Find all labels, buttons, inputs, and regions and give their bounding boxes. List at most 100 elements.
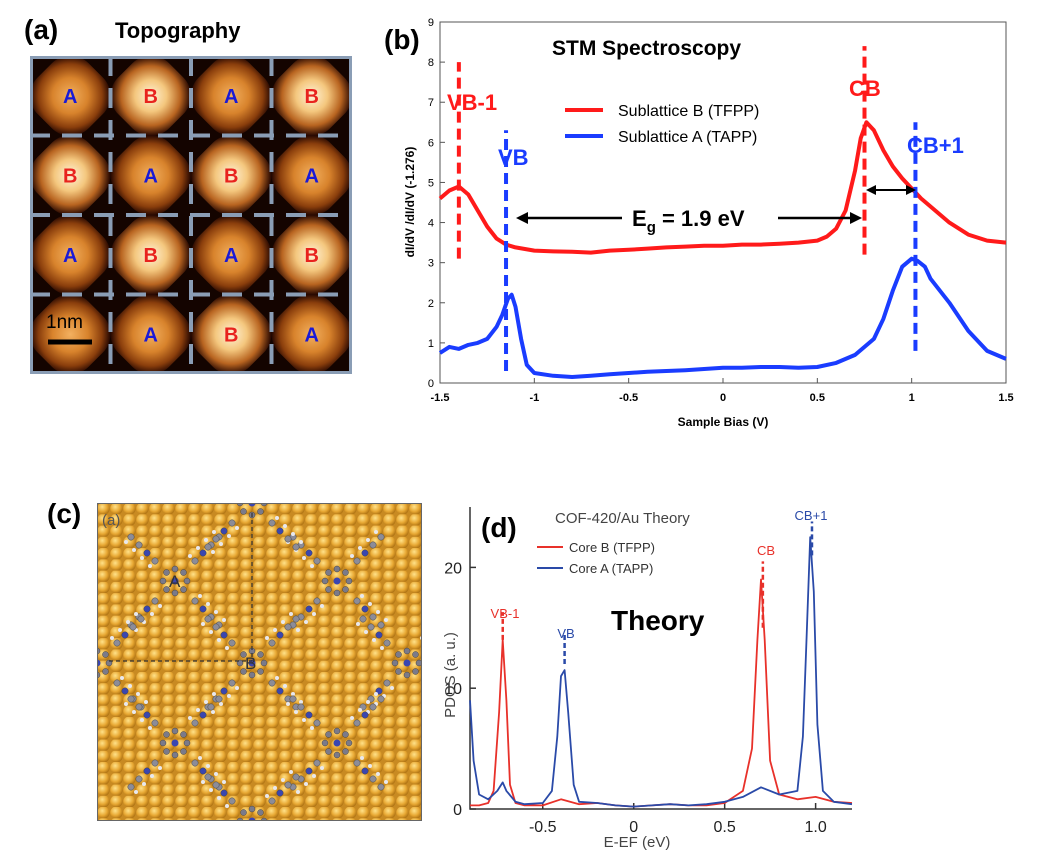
site-a-label: A bbox=[169, 572, 181, 591]
sublattice-a-label: A bbox=[63, 245, 77, 267]
band-gap-label: Eg = 1.9 eV bbox=[632, 206, 745, 236]
molecule-blob bbox=[30, 135, 111, 216]
topography-image: A B A B B A B A A B A B A B A 1nm bbox=[30, 56, 352, 374]
porphyrin-molecule bbox=[286, 530, 388, 632]
x-tick-label: 0.5 bbox=[714, 819, 736, 836]
x-tick-label: 1 bbox=[909, 392, 915, 404]
chart-b-frame bbox=[439, 21, 1007, 384]
y-tick-label: 20 bbox=[444, 560, 462, 577]
y-tick-label: 5 bbox=[428, 177, 434, 189]
porphyrin-molecule bbox=[124, 692, 226, 794]
chart-d-xlabel: E-EF (eV) bbox=[604, 834, 671, 851]
x-tick-label: 1.0 bbox=[804, 819, 826, 836]
scale-bar-label: 1nm bbox=[46, 312, 83, 333]
y-tick-label: 1 bbox=[428, 338, 434, 350]
legend-label: Sublattice A (TAPP) bbox=[618, 129, 757, 146]
gap-arrowhead-right bbox=[850, 212, 862, 224]
y-tick-label: 6 bbox=[428, 137, 434, 149]
x-tick-label: -1 bbox=[529, 392, 539, 404]
porphyrin-molecule bbox=[356, 615, 422, 714]
sublattice-b-label: B bbox=[224, 324, 238, 346]
atomic-model-image: (a) A B bbox=[97, 503, 422, 821]
vb1-annotation: VB-1 bbox=[447, 90, 497, 115]
molecule-blob bbox=[30, 56, 111, 136]
sublattice-a-label: A bbox=[224, 86, 238, 108]
panel-c-inner-label: (a) bbox=[102, 512, 120, 529]
molecule-blob bbox=[110, 294, 191, 374]
y-tick-label: 0 bbox=[453, 802, 462, 819]
chart-d-axes bbox=[469, 507, 852, 810]
series-line-core-a bbox=[469, 536, 853, 808]
molecule-blob bbox=[110, 56, 191, 136]
x-tick-label: 1.5 bbox=[998, 392, 1013, 404]
y-tick-label: 10 bbox=[444, 681, 462, 698]
legend-label: Core A (TAPP) bbox=[569, 561, 653, 576]
topography-frame bbox=[30, 56, 352, 374]
molecule-blob bbox=[30, 294, 111, 374]
y-tick-label: 3 bbox=[428, 258, 434, 270]
sublattice-a-label: A bbox=[144, 165, 158, 187]
y-tick-label: 7 bbox=[428, 97, 434, 109]
molecule-blob bbox=[271, 56, 352, 136]
y-tick-label: 4 bbox=[428, 218, 434, 230]
vb-annotation: VB bbox=[498, 145, 529, 170]
panel-a-title: Topography bbox=[115, 18, 241, 43]
panel-c-label: (c) bbox=[47, 498, 82, 529]
porphyrin-molecule bbox=[286, 692, 388, 794]
sublattice-a-label: A bbox=[305, 165, 319, 187]
model-frame bbox=[97, 503, 422, 821]
molecule-blob bbox=[110, 135, 191, 216]
sublattice-a-label: A bbox=[224, 245, 238, 267]
x-tick-label: 0 bbox=[720, 392, 726, 404]
chart-b-xlabel: Sample Bias (V) bbox=[678, 415, 769, 429]
molecule-blob bbox=[271, 135, 352, 216]
x-tick-label: -0.5 bbox=[619, 392, 638, 404]
chart-d-ylabel: PDOS (a. u.) bbox=[442, 632, 459, 718]
sublattice-b-label: B bbox=[144, 86, 158, 108]
legend-label: Sublattice B (TFPP) bbox=[618, 103, 759, 120]
cb1-annotation: CB+1 bbox=[907, 133, 964, 158]
sublattice-b-label: B bbox=[144, 245, 158, 267]
x-tick-label: -0.5 bbox=[529, 819, 557, 836]
cb-annotation: CB bbox=[849, 76, 881, 101]
theory-big-label: Theory bbox=[611, 605, 705, 636]
sublattice-b-label: B bbox=[224, 165, 238, 187]
y-tick-label: 8 bbox=[428, 57, 434, 69]
y-tick-label: 9 bbox=[428, 17, 434, 29]
theory-cb1-annotation: CB+1 bbox=[795, 508, 828, 523]
chart-b-title: STM Spectroscopy bbox=[552, 37, 741, 60]
stm-spectroscopy-chart: STM Spectroscopy -1.5 -1 -0.5 0 0.5 1 1.5 0 1 2 3 4… bbox=[403, 17, 1014, 429]
gold-substrate bbox=[97, 503, 422, 821]
theory-cb-annotation: CB bbox=[757, 543, 775, 558]
chart-d-title: COF-420/Au Theory bbox=[555, 510, 690, 527]
sublattice-b-label: B bbox=[63, 165, 77, 187]
molecule-blob bbox=[191, 56, 272, 136]
panel-a-label: (a) bbox=[24, 14, 59, 45]
theory-vb-annotation: VB bbox=[557, 626, 574, 641]
panel-b-label: (b) bbox=[384, 24, 420, 55]
molecule-blob bbox=[271, 214, 352, 295]
molecule-blob bbox=[191, 294, 272, 374]
sublattice-b-label: B bbox=[305, 86, 319, 108]
y-tick-label: 0 bbox=[428, 378, 434, 390]
y-tick-label: 2 bbox=[428, 298, 434, 310]
pdos-theory-chart: (d) COF-420/Au Theory Theory -0.5 0 0.5 1.0… bbox=[442, 507, 853, 851]
theory-vb1-annotation: VB-1 bbox=[491, 606, 520, 621]
molecule-blob bbox=[191, 214, 272, 295]
sublattice-a-label: A bbox=[63, 86, 77, 108]
porphyrin-molecule bbox=[204, 503, 303, 554]
chart-b-ylabel: dI/dV /dI/dV (-1.276) bbox=[403, 147, 417, 258]
x-tick-label: 0.5 bbox=[810, 392, 825, 404]
legend-label: Core B (TFPP) bbox=[569, 540, 655, 555]
x-tick-label: -1.5 bbox=[431, 392, 450, 404]
molecule-blob bbox=[110, 214, 191, 295]
sublattice-a-label: A bbox=[305, 324, 319, 346]
cb-split-arrowhead-left bbox=[866, 185, 876, 195]
cb-split-arrowhead-right bbox=[906, 185, 916, 195]
series-line-sublattice-a bbox=[438, 256, 1007, 379]
x-tick-label: 0 bbox=[629, 819, 638, 836]
molecule-blob bbox=[271, 294, 352, 374]
gap-arrowhead-left bbox=[516, 212, 528, 224]
sublattice-a-label: A bbox=[144, 324, 158, 346]
molecule-blob bbox=[191, 135, 272, 216]
